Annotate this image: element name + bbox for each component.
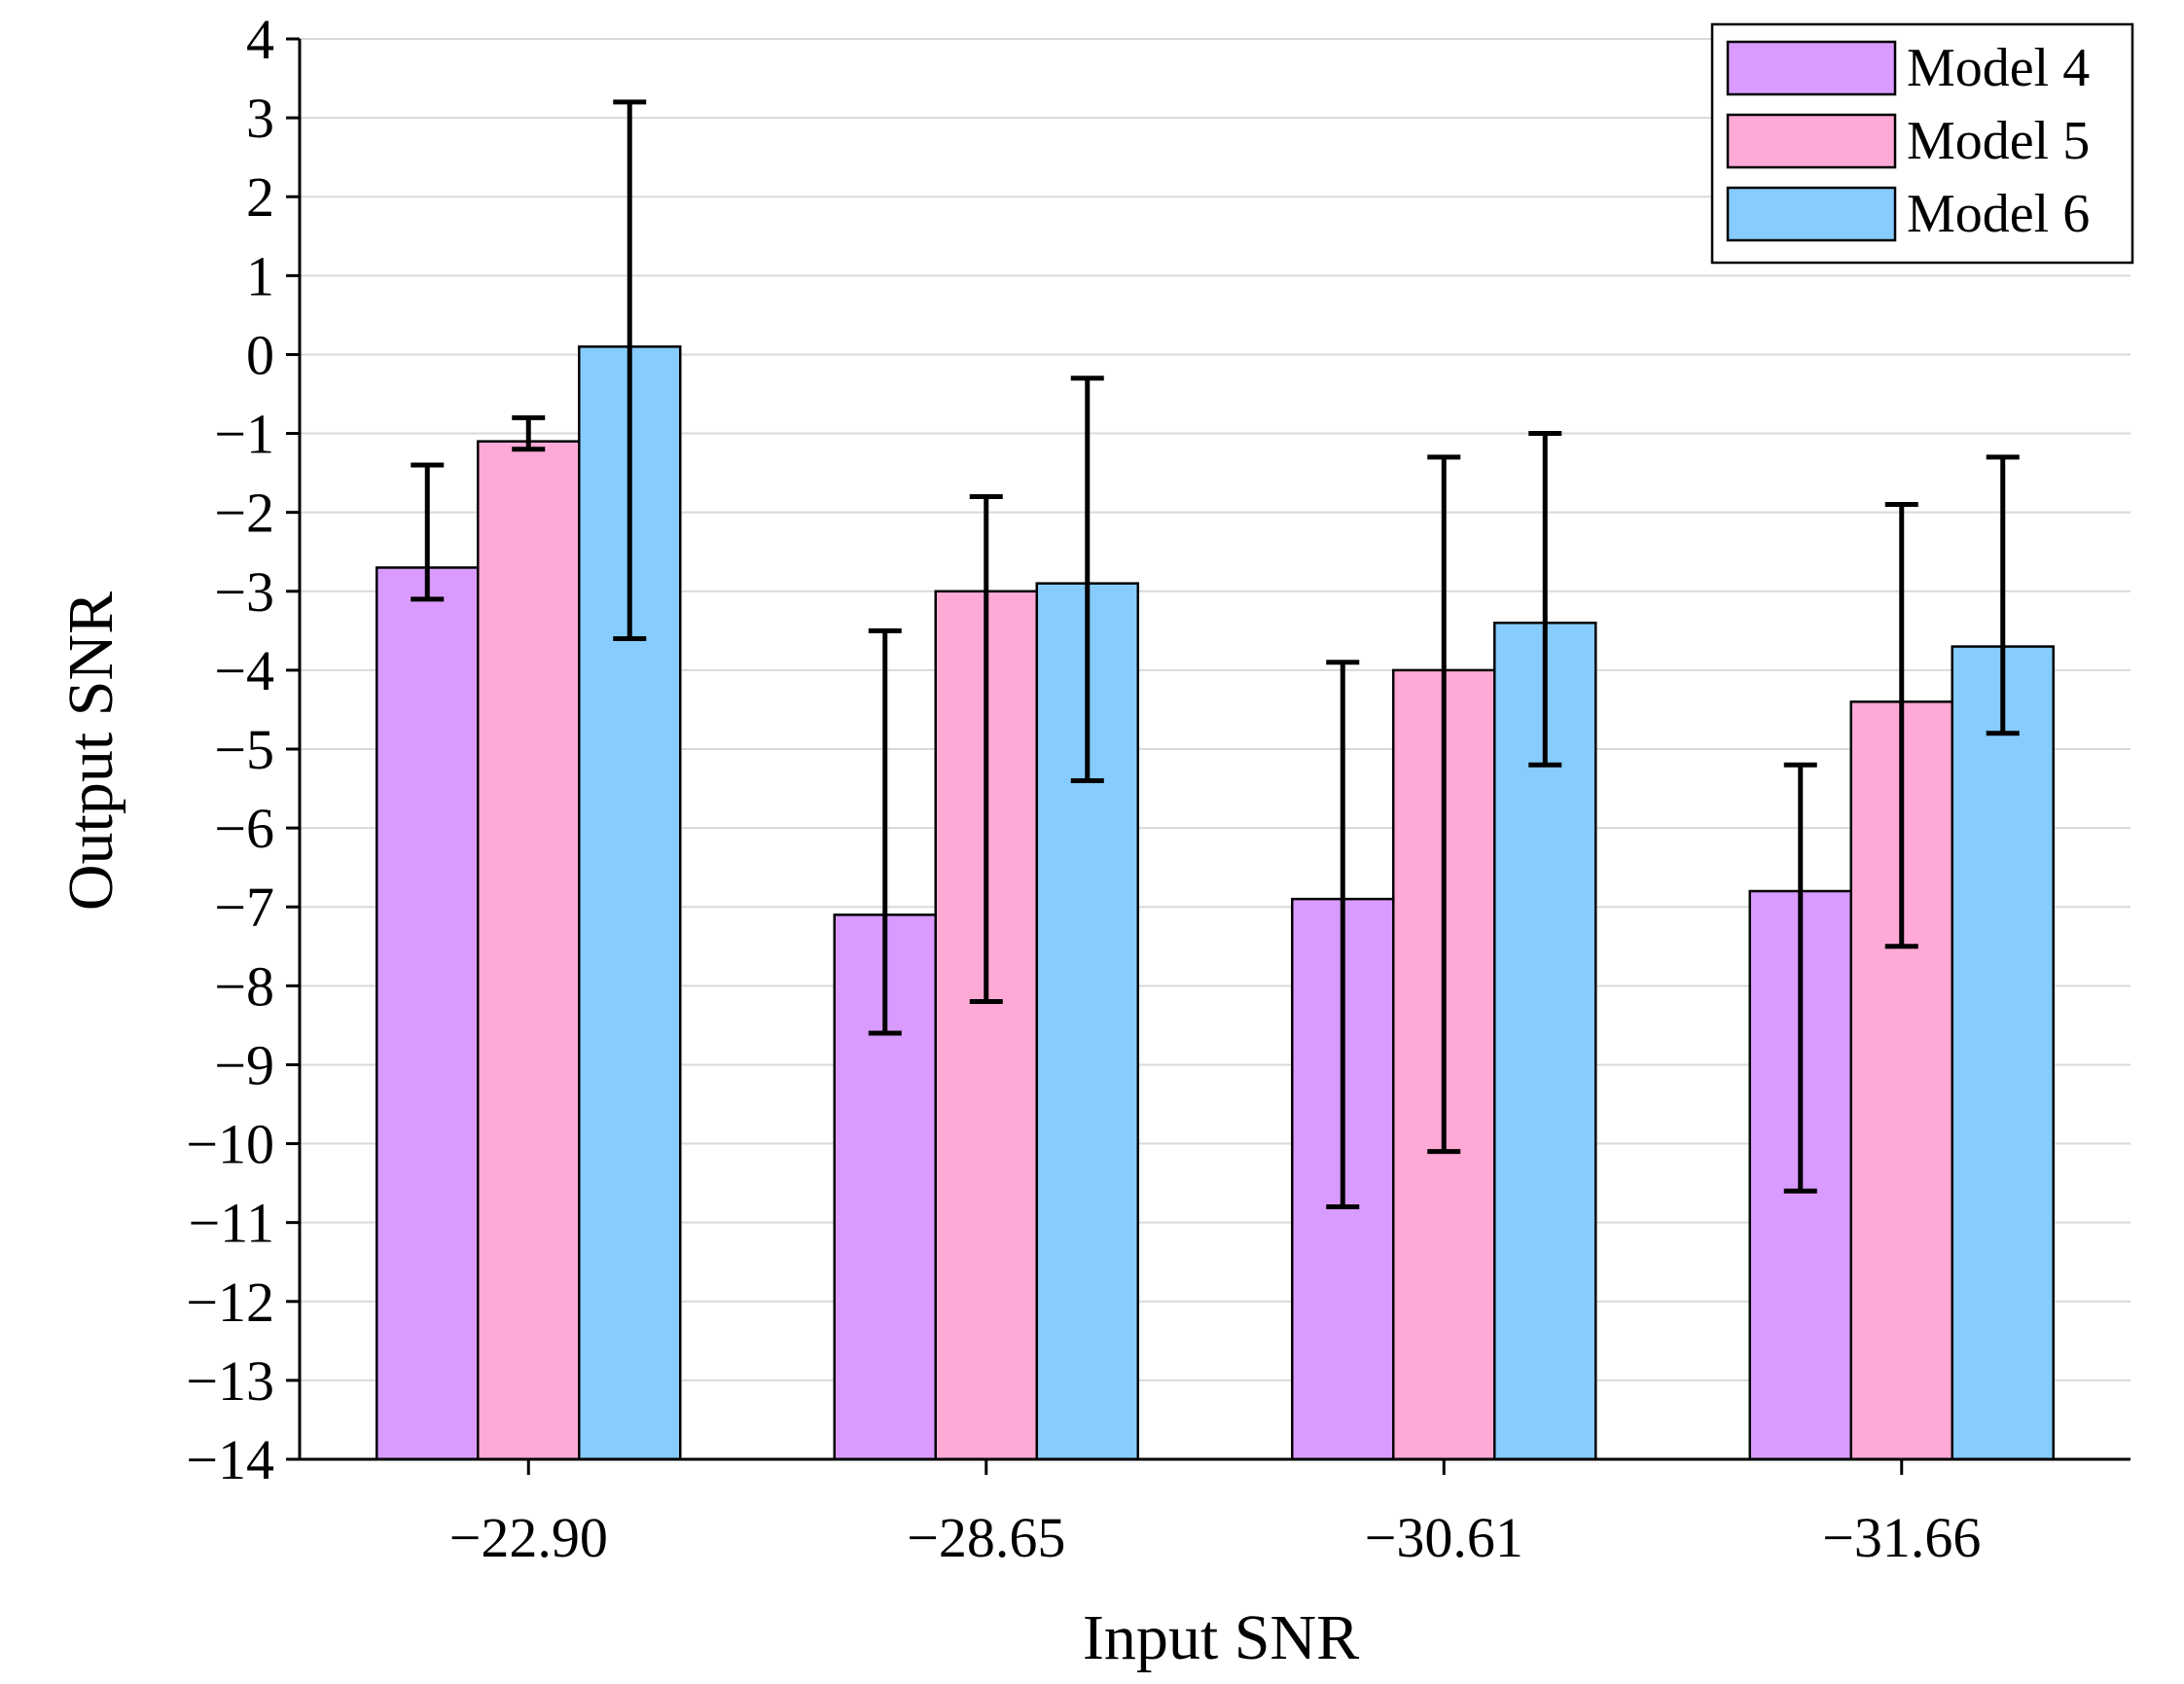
legend-swatch: [1726, 113, 1897, 169]
x-tick-label: −22.90: [449, 1506, 608, 1569]
legend: Model 4 Model 5 Model 6: [1710, 22, 2134, 265]
y-tick-label: −5: [214, 718, 274, 781]
x-tick-label: −30.61: [1365, 1506, 1523, 1569]
legend-label: Model 6: [1907, 184, 2090, 244]
bar-model-5: [477, 440, 581, 1461]
y-tick-label: −9: [214, 1033, 274, 1096]
y-tick-label: 0: [246, 323, 274, 386]
x-tick-label: −31.66: [1822, 1506, 1981, 1569]
y-tick-label: −14: [186, 1428, 274, 1491]
bar-model-4: [376, 566, 480, 1461]
y-tick-label: −7: [214, 876, 274, 939]
y-tick-label: 1: [246, 244, 274, 307]
legend-swatch: [1726, 186, 1897, 242]
y-tick-label: −10: [186, 1113, 274, 1176]
y-tick-labels: 4 3 2 1 0 −1 −2 −3 −4 −5 −6 −7 −8 −9 −10 −11 −12 −13 −14: [186, 8, 274, 1491]
error-bars: [411, 99, 2020, 1209]
bar-model-6: [1951, 645, 2055, 1461]
y-tick-label: 3: [246, 87, 274, 150]
y-tick-label: −1: [214, 403, 274, 466]
legend-label: Model 4: [1907, 38, 2090, 98]
y-tick-label: −3: [214, 560, 274, 624]
axes: [286, 37, 2130, 1475]
y-axis-title: Output SNR: [55, 591, 126, 911]
y-tick-label: −4: [214, 639, 274, 702]
x-tick-labels: −22.90 −28.65 −30.61 −31.66: [449, 1506, 1982, 1569]
y-tick-label: −2: [214, 482, 274, 545]
y-tick-label: −6: [214, 797, 274, 860]
y-tick-label: −8: [214, 954, 274, 1018]
y-tick-label: 4: [246, 8, 274, 71]
legend-swatch: [1726, 40, 1897, 96]
x-axis-title: Input SNR: [1083, 1602, 1359, 1673]
y-tick-label: −13: [186, 1349, 274, 1413]
y-tick-label: −11: [188, 1192, 274, 1255]
legend-label: Model 5: [1907, 111, 2090, 171]
x-tick-label: −28.65: [907, 1506, 1065, 1569]
y-tick-label: 2: [246, 165, 274, 229]
y-tick-label: −12: [186, 1271, 274, 1334]
